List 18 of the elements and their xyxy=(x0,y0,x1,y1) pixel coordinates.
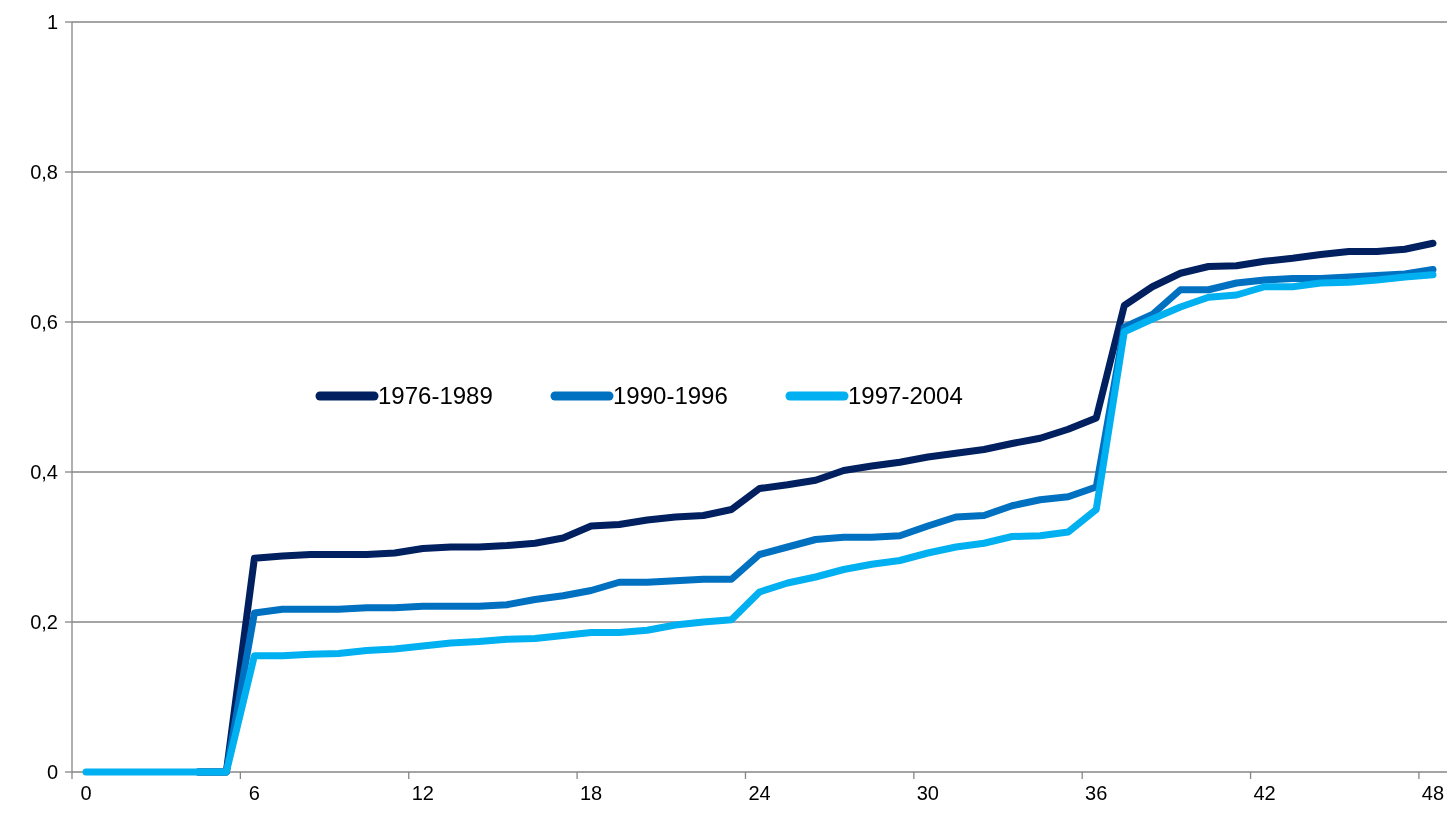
x-tick-label: 6 xyxy=(248,782,260,804)
y-tick-label: 0,2 xyxy=(30,611,58,633)
x-tick-label: 36 xyxy=(1085,782,1108,804)
y-tick-label: 0 xyxy=(46,761,58,783)
x-tick-label: 48 xyxy=(1421,782,1445,804)
x-tick-label: 42 xyxy=(1253,782,1276,804)
x-tick-label: 24 xyxy=(748,782,771,804)
y-tick-label: 0,4 xyxy=(30,461,58,483)
x-tick-label: 0 xyxy=(80,782,92,804)
y-tick-label: 0,6 xyxy=(30,311,58,333)
y-tick-label: 0,8 xyxy=(30,161,58,183)
y-tick-label: 1 xyxy=(46,11,58,33)
x-tick-label: 12 xyxy=(411,782,434,804)
legend-label: 1990-1996 xyxy=(613,382,728,410)
legend-label: 1976-1989 xyxy=(378,382,493,410)
x-tick-label: 30 xyxy=(916,782,939,804)
legend-label: 1997-2004 xyxy=(848,382,963,410)
x-tick-label: 18 xyxy=(580,782,603,804)
